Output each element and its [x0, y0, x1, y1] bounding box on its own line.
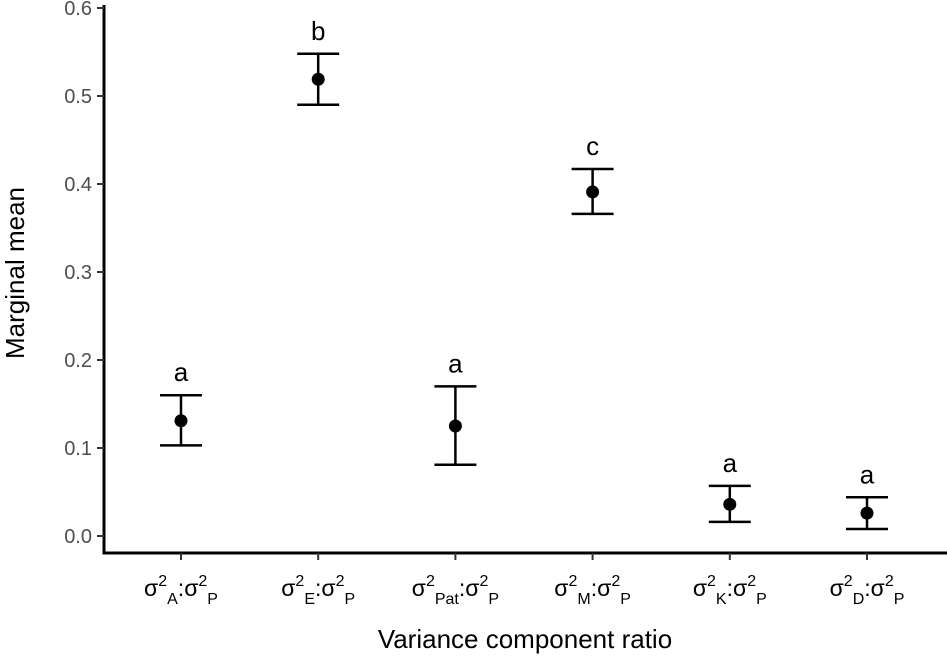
mean-point [311, 72, 325, 86]
y-tick-label: 0.1 [64, 438, 92, 460]
mean-point [723, 497, 737, 511]
group-letter: c [586, 131, 599, 161]
mean-point [448, 419, 462, 433]
y-tick-label: 0.0 [64, 526, 92, 548]
group-letter: b [311, 16, 325, 46]
x-tick-label: σ2K:σ2P [693, 573, 767, 608]
y-tick-label: 0.6 [64, 0, 92, 20]
y-tick-label: 0.3 [64, 262, 92, 284]
mean-point [860, 506, 874, 520]
y-tick-label: 0.2 [64, 350, 92, 372]
y-tick-label: 0.5 [64, 86, 92, 108]
y-axis-title: Marginal mean [0, 187, 30, 359]
x-tick-label: σ2A:σ2P [144, 573, 218, 608]
group-letter: a [174, 357, 189, 387]
x-tick-label: σ2Pat:σ2P [412, 573, 499, 608]
x-axis-title: Variance component ratio [378, 624, 672, 654]
x-tick-label: σ2E:σ2P [281, 573, 355, 608]
x-tick-label: σ2M:σ2P [554, 573, 631, 608]
x-tick-label: σ2D:σ2P [830, 573, 905, 608]
mean-point [174, 414, 188, 428]
group-letter: a [860, 459, 875, 489]
group-letter: a [723, 448, 738, 478]
mean-point [586, 185, 600, 199]
y-tick-label: 0.4 [64, 174, 92, 196]
group-letter: a [448, 348, 463, 378]
